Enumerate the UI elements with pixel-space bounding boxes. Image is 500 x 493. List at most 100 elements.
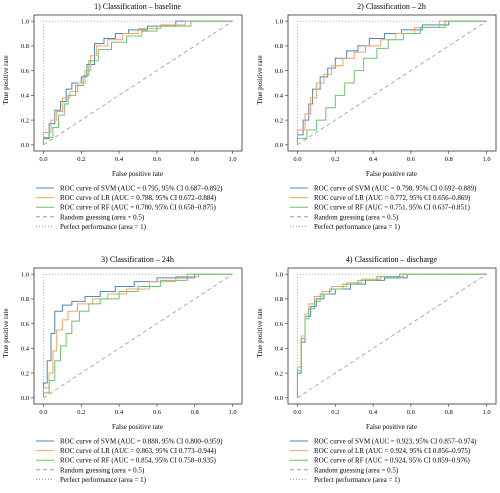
y-tick-label: 0.4: [21, 346, 30, 353]
legend-label-0: ROC curve of SVM (AUC = 0.798, 95% CI 0.…: [314, 185, 477, 193]
x-tick-label: 0.4: [115, 409, 124, 416]
plot-frame: [287, 14, 497, 152]
y-tick-label: 1.0: [275, 18, 283, 25]
x-tick-label: 0.8: [191, 409, 199, 416]
series-line-4: [43, 273, 233, 398]
legend-label-2: ROC curve of RF (AUC = 0.854, 95% CI 0.7…: [60, 457, 216, 465]
x-tick-label: 0.8: [445, 156, 453, 163]
legend-label-1: ROC curve of LR (AUC = 0.924, 95% CI 0.8…: [314, 447, 471, 455]
x-tick-label: 0.2: [77, 156, 85, 163]
series-line-3: [297, 20, 487, 146]
y-tick-label: 0.2: [21, 117, 29, 124]
plot-area: 0.0 0.2 0.4 0.6 0.8 1.0 0.0 0.2 0.4 0.6 0.8 1.0: [275, 267, 497, 416]
y-tick-label: 0.6: [21, 68, 30, 75]
y-tick-label: 0.0: [275, 395, 283, 402]
series-line-3: [297, 273, 487, 399]
x-tick-label: 1.0: [482, 156, 490, 163]
legend: ROC curve of SVM (AUC = 0.923, 95% CI 0.…: [290, 438, 477, 484]
series-line-2: [42, 20, 233, 145]
x-tick-label: 0.4: [115, 156, 124, 163]
x-tick-label: 0.2: [77, 409, 85, 416]
x-tick-label: 0.6: [153, 156, 162, 163]
series-line-3: [43, 273, 233, 399]
panel-title: 3) Classification – 24h: [101, 255, 174, 264]
x-tick-label: 0.6: [407, 156, 416, 163]
series-line-4: [297, 20, 487, 145]
y-axis-label: True positive rate: [2, 55, 10, 104]
legend: ROC curve of SVM (AUC = 0.795, 95% CI 0.…: [36, 185, 223, 231]
legend: ROC curve of SVM (AUC = 0.798, 95% CI 0.…: [290, 185, 477, 231]
y-tick-label: 0.2: [275, 117, 283, 124]
legend-label-3: Random guessing (area = 0.5): [60, 466, 145, 474]
plot-area: 0.0 0.2 0.4 0.6 0.8 1.0 0.0 0.2 0.4 0.6 0.8 1.0: [275, 14, 497, 163]
y-tick-label: 0.8: [275, 296, 283, 303]
panel-title: 1) Classification – baseline: [94, 2, 181, 11]
series-line-1: [296, 273, 487, 398]
y-tick-label: 0.8: [21, 296, 29, 303]
y-tick-label: 0.8: [275, 43, 283, 50]
y-tick-label: 0.4: [275, 346, 284, 353]
x-tick-label: 0.4: [369, 409, 378, 416]
roc-panel-4: 4) Classification – discharge 0.0 0.2 0.4 0…: [256, 255, 497, 484]
legend-label-2: ROC curve of RF (AUC = 0.751, 95% CI 0.6…: [314, 204, 470, 212]
legend: ROC curve of SVM (AUC = 0.888, 95% CI 0.…: [36, 438, 223, 484]
legend-label-4: Perfect performance (area = 1): [314, 476, 401, 484]
x-tick-label: 0.0: [293, 409, 301, 416]
legend-label-0: ROC curve of SVM (AUC = 0.795, 95% CI 0.…: [60, 185, 223, 193]
y-tick-label: 0.0: [21, 142, 29, 149]
y-tick-label: 0.0: [275, 142, 283, 149]
y-tick-label: 1.0: [275, 271, 283, 278]
roc-panel-1: 1) Classification – baseline 0.0 0.2 0.4 0.…: [2, 2, 243, 231]
y-tick-label: 0.6: [275, 68, 284, 75]
legend-label-1: ROC curve of LR (AUC = 0.863, 95% CI 0.7…: [60, 447, 217, 455]
x-tick-label: 0.6: [153, 409, 162, 416]
legend-label-4: Perfect performance (area = 1): [314, 223, 401, 231]
x-tick-label: 0.0: [293, 156, 301, 163]
y-tick-label: 0.8: [21, 43, 29, 50]
x-tick-label: 1.0: [228, 156, 236, 163]
series-line-3: [43, 20, 233, 146]
panel-title: 4) Classification – discharge: [346, 255, 438, 264]
x-tick-label: 0.6: [407, 409, 416, 416]
legend-label-3: Random guessing (area = 0.5): [60, 213, 145, 221]
x-axis-label: False positive rate: [366, 423, 417, 431]
y-tick-label: 0.2: [275, 370, 283, 377]
y-tick-label: 0.6: [21, 321, 30, 328]
legend-label-4: Perfect performance (area = 1): [60, 223, 147, 231]
x-tick-label: 1.0: [228, 409, 236, 416]
y-tick-label: 0.4: [275, 93, 284, 100]
plot-frame: [287, 267, 497, 405]
legend-label-2: ROC curve of RF (AUC = 0.924, 95% CI 0.8…: [314, 457, 470, 465]
x-tick-label: 0.8: [191, 156, 199, 163]
x-axis-label: False positive rate: [112, 423, 163, 431]
panel-title: 2) Classification – 2h: [357, 2, 426, 11]
x-tick-label: 1.0: [482, 409, 490, 416]
series-line-0: [42, 20, 233, 145]
legend-label-3: Random guessing (area = 0.5): [314, 466, 399, 474]
series-line-1: [42, 273, 233, 398]
x-tick-label: 0.2: [331, 409, 339, 416]
y-axis-label: True positive rate: [256, 308, 264, 357]
legend-label-1: ROC curve of LR (AUC = 0.772, 95% CI 0.6…: [314, 194, 471, 202]
series-line-2: [42, 273, 233, 398]
series-line-4: [43, 20, 233, 145]
series-line-2: [296, 273, 487, 398]
plot-area: 0.0 0.2 0.4 0.6 0.8 1.0 0.0 0.2 0.4 0.6 0.8 1.0: [21, 267, 243, 416]
series-line-2: [296, 20, 487, 145]
roc-panel-2: 2) Classification – 2h 0.0 0.2 0.4 0.6 0.8 1.…: [256, 2, 497, 231]
plot-frame: [33, 14, 243, 152]
legend-label-1: ROC curve of LR (AUC = 0.788, 95% CI 0.6…: [60, 194, 217, 202]
roc-panel-3: 3) Classification – 24h 0.0 0.2 0.4 0.6 0.8 1…: [2, 255, 243, 484]
y-tick-label: 0.4: [21, 93, 30, 100]
y-tick-label: 1.0: [21, 18, 29, 25]
plot-frame: [33, 267, 243, 405]
x-axis-label: False positive rate: [366, 170, 417, 178]
legend-label-0: ROC curve of SVM (AUC = 0.923, 95% CI 0.…: [314, 438, 477, 446]
series-line-1: [42, 20, 233, 145]
y-tick-label: 0.0: [21, 395, 29, 402]
legend-label-4: Perfect performance (area = 1): [60, 476, 147, 484]
legend-label-0: ROC curve of SVM (AUC = 0.888, 95% CI 0.…: [60, 438, 223, 446]
x-tick-label: 0.0: [39, 156, 47, 163]
x-tick-label: 0.4: [369, 156, 378, 163]
